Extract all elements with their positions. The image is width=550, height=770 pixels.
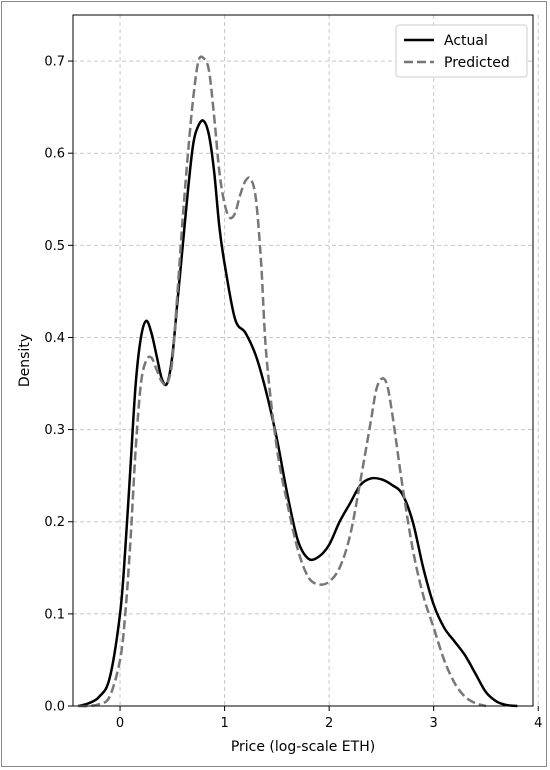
y-tick-label: 0.2 bbox=[44, 515, 65, 530]
x-axis-label: Price (log-scale ETH) bbox=[231, 739, 375, 755]
legend: Actual Predicted bbox=[395, 24, 528, 78]
series-line-actual bbox=[77, 119, 518, 708]
grid bbox=[73, 15, 539, 707]
y-tick-label: 0.7 bbox=[44, 55, 65, 70]
legend-label-actual: Actual bbox=[444, 33, 488, 49]
legend-label-predicted: Predicted bbox=[444, 55, 510, 71]
x-tick-label: 2 bbox=[325, 716, 333, 731]
y-tick-label: 0.5 bbox=[44, 239, 65, 254]
x-tick-label: 0 bbox=[116, 716, 124, 731]
series-lines bbox=[77, 55, 518, 708]
plot-area bbox=[72, 14, 534, 707]
y-tick-label: 0.1 bbox=[44, 607, 65, 622]
x-tick-label: 3 bbox=[430, 716, 438, 731]
y-tick-label: 0.4 bbox=[44, 331, 65, 346]
axis-ticks: 0 1 2 3 4 0.0 0.1 0.2 0.3 0.4 0.5 0.6 0.7 bbox=[44, 55, 542, 731]
x-tick-label: 1 bbox=[220, 716, 228, 731]
series-line-predicted bbox=[78, 55, 487, 708]
y-tick-label: 0.3 bbox=[44, 423, 65, 438]
x-tick-label: 4 bbox=[534, 716, 542, 731]
y-axis-label: Density bbox=[17, 334, 33, 387]
y-tick-label: 0.0 bbox=[44, 700, 65, 715]
legend-box bbox=[395, 24, 528, 78]
y-tick-label: 0.6 bbox=[44, 147, 65, 162]
